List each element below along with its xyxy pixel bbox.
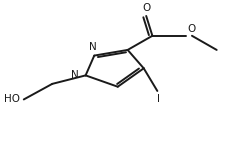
Text: HO: HO	[4, 94, 20, 104]
Text: O: O	[187, 24, 195, 34]
Text: I: I	[157, 94, 160, 104]
Text: O: O	[142, 3, 150, 13]
Text: N: N	[71, 70, 79, 80]
Text: N: N	[89, 42, 97, 52]
